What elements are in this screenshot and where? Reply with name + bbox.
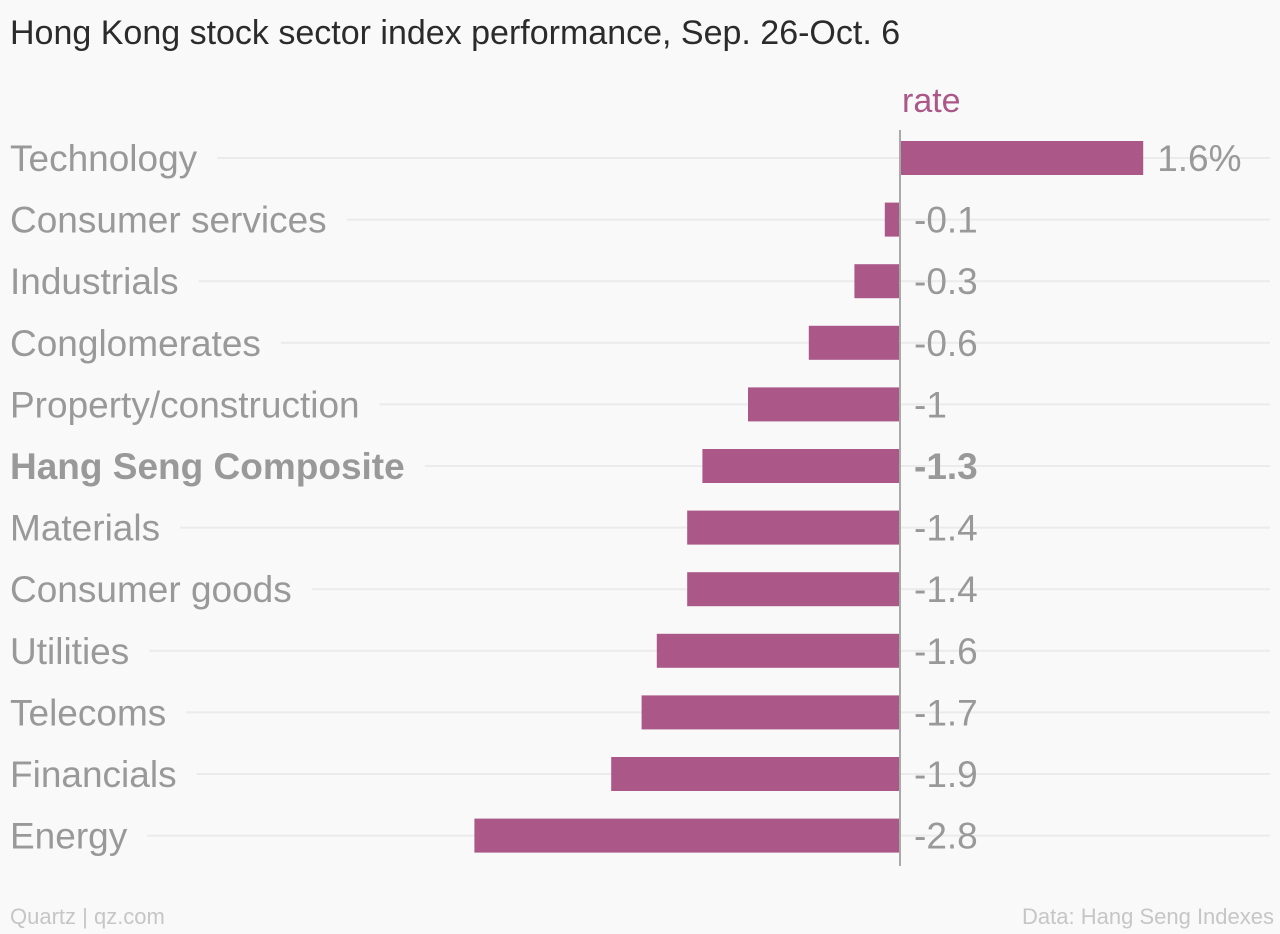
value-label-energy: -2.8: [914, 816, 978, 857]
value-label-materials: -1.4: [914, 508, 978, 549]
bar-telecoms: [641, 695, 900, 730]
bar-consumer-services: [884, 202, 900, 237]
value-label-technology: 1.6%: [1157, 138, 1241, 179]
category-label-telecoms: Telecoms: [10, 692, 166, 733]
source-text: Data: Hang Seng Indexes: [1022, 904, 1274, 929]
value-label-consumer-goods: -1.4: [914, 569, 978, 610]
bar-energy: [474, 818, 900, 853]
value-label-telecoms: -1.7: [914, 692, 978, 733]
value-label-financials: -1.9: [914, 754, 978, 795]
value-label-consumer-services: -0.1: [914, 200, 978, 241]
bar-consumer-goods: [687, 572, 900, 607]
gridlines: [147, 157, 1270, 837]
category-label-consumer-goods: Consumer goods: [10, 569, 292, 610]
bar-materials: [687, 510, 900, 545]
category-label-materials: Materials: [10, 508, 160, 549]
category-label-consumer-services: Consumer services: [10, 200, 327, 241]
category-label-property-construction: Property/construction: [10, 384, 360, 425]
value-label-conglomerates: -0.6: [914, 323, 978, 364]
value-label-property-construction: -1: [914, 384, 947, 425]
bar-hang-seng-composite: [702, 449, 900, 483]
bar-utilities: [656, 633, 900, 668]
category-label-industrials: Industrials: [10, 261, 179, 302]
category-label-conglomerates: Conglomerates: [10, 323, 261, 364]
bar-industrials: [854, 264, 900, 299]
bar-technology: [900, 141, 1144, 175]
category-label-utilities: Utilities: [10, 631, 129, 672]
category-label-technology: Technology: [10, 138, 198, 179]
value-label-industrials: -0.3: [914, 261, 978, 302]
category-labels: Technology Consumer services Industrials Co…: [10, 138, 405, 857]
value-labels: 1.6% -0.1 -0.3 -0.6 -1 -1.3 -1.4 -1.4 -1.6 -1.7 -1…: [914, 138, 1242, 857]
category-label-hang-seng-composite: Hang Seng Composite: [10, 446, 405, 487]
bars: [474, 141, 1144, 853]
value-label-utilities: -1.6: [914, 631, 978, 672]
credit-text: Quartz | qz.com: [10, 904, 165, 929]
category-label-energy: Energy: [10, 816, 128, 857]
category-label-financials: Financials: [10, 754, 177, 795]
bar-financials: [611, 757, 900, 791]
series-axis-label: rate: [902, 82, 961, 120]
chart-title: Hong Kong stock sector index performance…: [10, 14, 901, 52]
bar-conglomerates: [808, 325, 900, 360]
bar-property-construction: [748, 387, 900, 422]
value-label-hang-seng-composite: -1.3: [914, 446, 978, 487]
